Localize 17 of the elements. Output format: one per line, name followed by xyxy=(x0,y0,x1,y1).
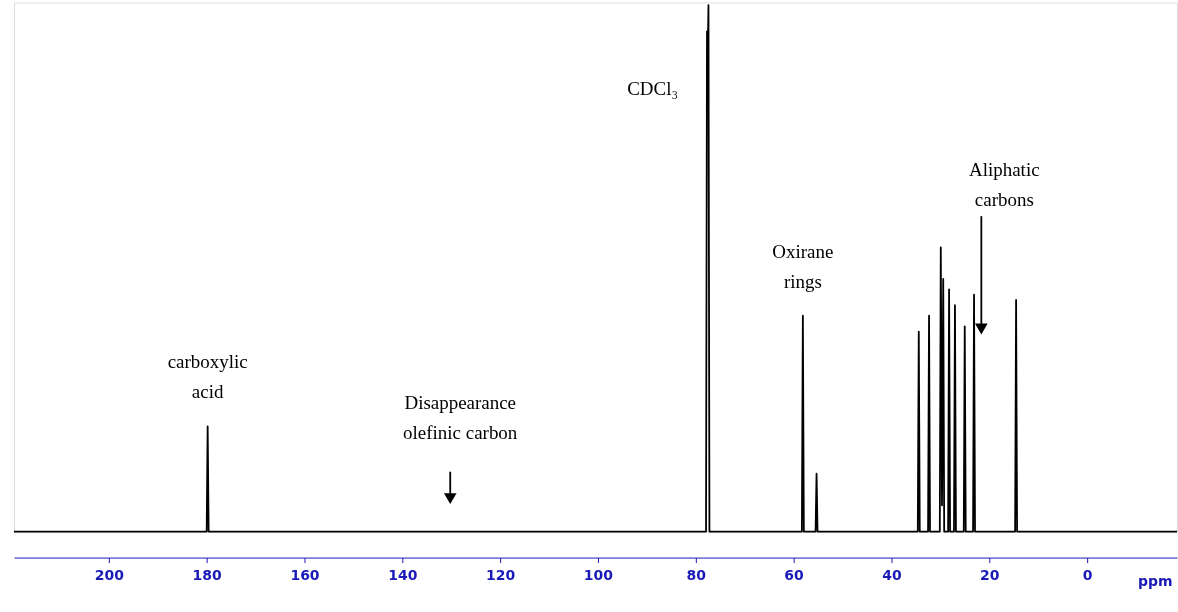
annotation: Aliphatic carbons xyxy=(969,159,1040,211)
x-tick-label: 80 xyxy=(686,567,707,584)
x-tick-label: 60 xyxy=(784,567,805,584)
x-tick-label: 120 xyxy=(486,567,516,584)
annotation: Oxirane rings xyxy=(772,240,834,292)
x-tick-label: 180 xyxy=(192,567,223,584)
annotation: Disappearance olefinic carbon xyxy=(403,391,518,443)
annotation: CDCl₃ xyxy=(627,78,679,100)
x-tick-label: 0 xyxy=(1082,567,1093,584)
x-tick-label: 140 xyxy=(388,567,418,584)
x-tick-label: 40 xyxy=(882,567,902,584)
x-tick-label: 160 xyxy=(290,567,320,584)
x-tick-label: 100 xyxy=(583,567,614,584)
annotation: carboxylic acid xyxy=(167,351,248,403)
x-tick-label: 20 xyxy=(979,567,1000,584)
x-axis-title: ppm xyxy=(1137,573,1173,590)
x-tick-label: 200 xyxy=(94,567,125,584)
